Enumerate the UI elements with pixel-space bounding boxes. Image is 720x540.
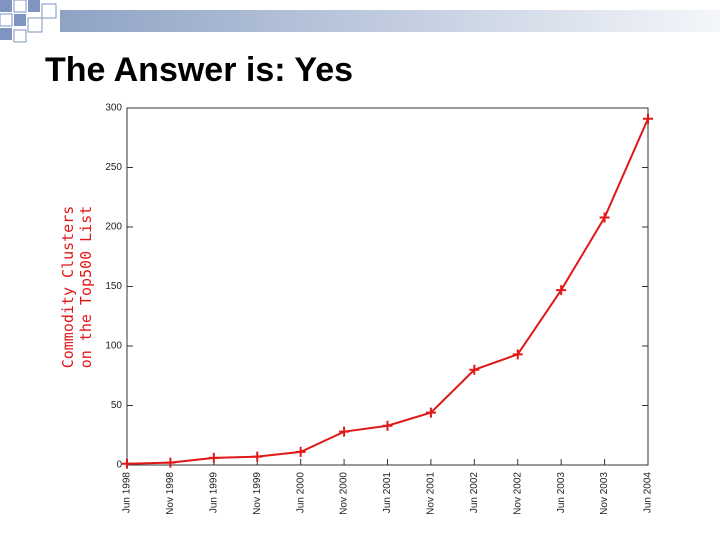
- y-tick-label: 150: [105, 281, 122, 292]
- point-marker: [208, 452, 219, 463]
- x-tick-label: Nov 2001: [426, 472, 437, 515]
- y-tick-label: 300: [105, 103, 122, 114]
- x-tick-label: Nov 2002: [512, 472, 523, 515]
- x-tick-label: Jun 2002: [469, 472, 480, 514]
- y-tick-label: 0: [116, 460, 122, 471]
- point-marker: [643, 113, 653, 124]
- point-marker: [382, 420, 393, 431]
- y-axis-label: Commodity Clusters: [59, 206, 77, 369]
- y-tick-label: 200: [105, 222, 122, 233]
- y-tick-label: 50: [111, 400, 123, 411]
- point-marker: [425, 407, 436, 418]
- y-tick-label: 100: [105, 341, 122, 352]
- point-marker: [165, 457, 176, 468]
- x-tick-label: Nov 1998: [165, 472, 176, 515]
- point-marker: [122, 458, 132, 469]
- x-tick-label: Jun 2004: [643, 472, 654, 514]
- x-tick-label: Nov 2003: [599, 472, 610, 515]
- decoration: [0, 0, 720, 43]
- y-axis-label: on the Top500 List: [77, 206, 95, 369]
- point-marker: [556, 285, 567, 296]
- x-tick-label: Nov 2000: [339, 472, 350, 515]
- point-marker: [339, 426, 350, 437]
- x-tick-label: Nov 1999: [252, 472, 263, 515]
- x-tick-label: Jun 2001: [382, 472, 393, 514]
- y-tick-label: 250: [105, 162, 122, 173]
- series-line: [126, 118, 649, 465]
- point-marker: [512, 349, 523, 360]
- x-tick-label: Jun 2000: [295, 472, 306, 514]
- point-marker: [295, 446, 306, 457]
- point-marker: [599, 212, 610, 223]
- point-marker: [252, 451, 263, 462]
- point-marker: [469, 364, 480, 375]
- plot-frame: [126, 107, 649, 466]
- x-tick-label: Jun 2003: [556, 472, 567, 514]
- x-tick-label: Jun 1999: [208, 472, 219, 514]
- title: The Answer is: Yes: [45, 51, 353, 89]
- x-tick-label: Jun 1998: [122, 472, 133, 514]
